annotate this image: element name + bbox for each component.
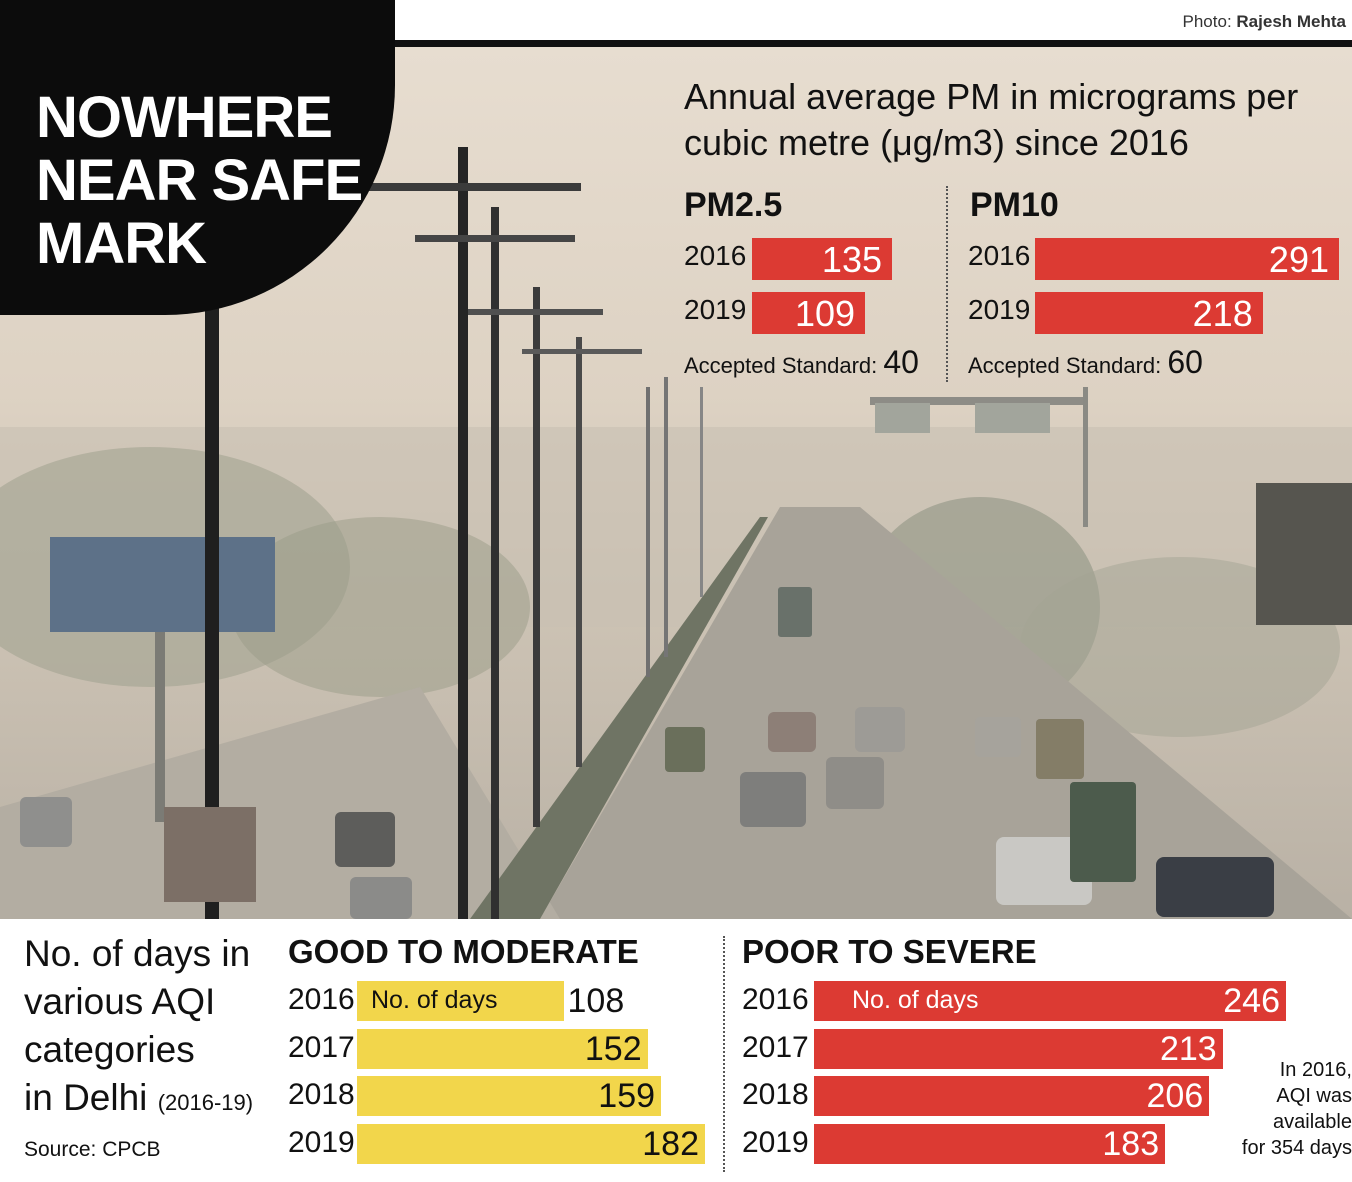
note-line-4: for 354 days [1241,1137,1352,1159]
poor-severe-bar [814,1076,1210,1116]
aqi-divider [723,936,725,1172]
good-moderate-year-label: 2016 [288,983,355,1016]
good-moderate-value-label: 159 [598,1077,656,1115]
pm25-year-label: 2016 [684,240,747,271]
good-moderate-bar-inner-label: No. of days [371,986,498,1014]
aqi-title-line-4: in Delhi (2016-19) [24,1074,253,1127]
smoggy-road-illustration [0,147,1352,919]
pm10-standard-label: Accepted Standard: [968,353,1162,378]
pm25-standard-label: Accepted Standard: [684,353,878,378]
pm10-value-label: 291 [1268,239,1329,280]
poor-severe-value-label: 213 [1159,1030,1217,1068]
pm25-standard: Accepted Standard: 40 [684,344,919,381]
pm10-year-label: 2019 [968,294,1031,325]
background-photo [0,47,1352,919]
good-moderate-year-label: 2018 [288,1078,355,1111]
poor-severe-heading: POOR TO SEVERE [742,933,1037,970]
pm10-year-label: 2016 [968,240,1031,271]
poor-severe-year-label: 2019 [742,1126,809,1159]
poor-severe-bar [814,981,1286,1021]
headline-line-2: NEAR SAFE [36,148,363,213]
note-line-1: In 2016, [1279,1059,1352,1081]
aqi-title-city: in Delhi [24,1077,148,1118]
good-moderate-year-label: 2017 [288,1031,355,1064]
pm10-standard: Accepted Standard: 60 [968,344,1203,381]
note-line-2: AQI was [1276,1085,1352,1107]
poor-severe-bar [814,1124,1166,1164]
poor-severe-year-label: 2018 [742,1078,809,1111]
good-moderate-value-label: 108 [567,982,625,1020]
credit-prefix: Photo: [1182,12,1232,31]
headline-line-1: NOWHERE [36,85,333,150]
credit-name: Rajesh Mehta [1236,12,1346,31]
pm25-standard-value: 40 [883,344,919,380]
poor-severe-value-label: 183 [1102,1125,1160,1163]
good-moderate-bar [357,981,564,1021]
aqi-title-line-1: No. of days in [24,933,251,974]
good-moderate-bar [357,1029,648,1069]
pm10-bar [1035,238,1339,280]
pm25-year-label: 2019 [684,294,747,325]
frame-line [0,40,1352,47]
aqi-title-line-3: categories [24,1029,195,1070]
poor-severe-bar [814,1029,1223,1069]
pm-title-line-2: cubic metre (μg/m3) since 2016 [684,122,1189,163]
aqi-title-range: (2016-19) [157,1090,254,1115]
photo-credit: Photo: Rajesh Mehta [1183,12,1346,32]
good-moderate-value-label: 182 [642,1125,699,1163]
good-moderate-bar [357,1076,662,1116]
pm10-value-label: 218 [1192,293,1253,334]
aqi-panel-title: No. of days in various AQI categories in… [24,930,253,1127]
poor-severe-bar-inner-label: No. of days [852,986,979,1014]
poor-severe-year-label: 2016 [742,983,809,1016]
headline: NOWHERE NEAR SAFE MARK [36,85,363,276]
good-moderate-year-label: 2019 [288,1126,355,1159]
good-moderate-value-label: 152 [584,1030,642,1068]
availability-note: In 2016, AQI was available for 354 days [1230,1057,1352,1161]
pm25-bar [752,238,892,280]
pm-divider [946,186,948,382]
aqi-title-line-2: various AQI [24,981,216,1022]
poor-severe-value-label: 246 [1223,982,1280,1020]
source-note: Source: CPCB [24,1138,161,1161]
poor-severe-value-label: 206 [1146,1077,1204,1115]
pm-title-line-1: Annual average PM in micrograms per [684,76,1299,117]
good-moderate-bar [357,1124,705,1164]
good-moderate-heading: GOOD TO MODERATE [288,933,639,970]
pm25-bar [752,292,866,334]
pm-chart-title: Annual average PM in micrograms per cubi… [684,74,1298,166]
pm25-value-label: 109 [794,293,856,334]
headline-line-3: MARK [36,211,207,276]
pm25-value-label: 135 [821,239,882,280]
pm10-heading: PM10 [970,186,1059,224]
note-line-3: available [1273,1111,1352,1133]
pm10-standard-value: 60 [1167,344,1203,380]
pm25-heading: PM2.5 [684,186,783,224]
pm10-bar [1035,292,1263,334]
poor-severe-year-label: 2017 [742,1031,809,1064]
